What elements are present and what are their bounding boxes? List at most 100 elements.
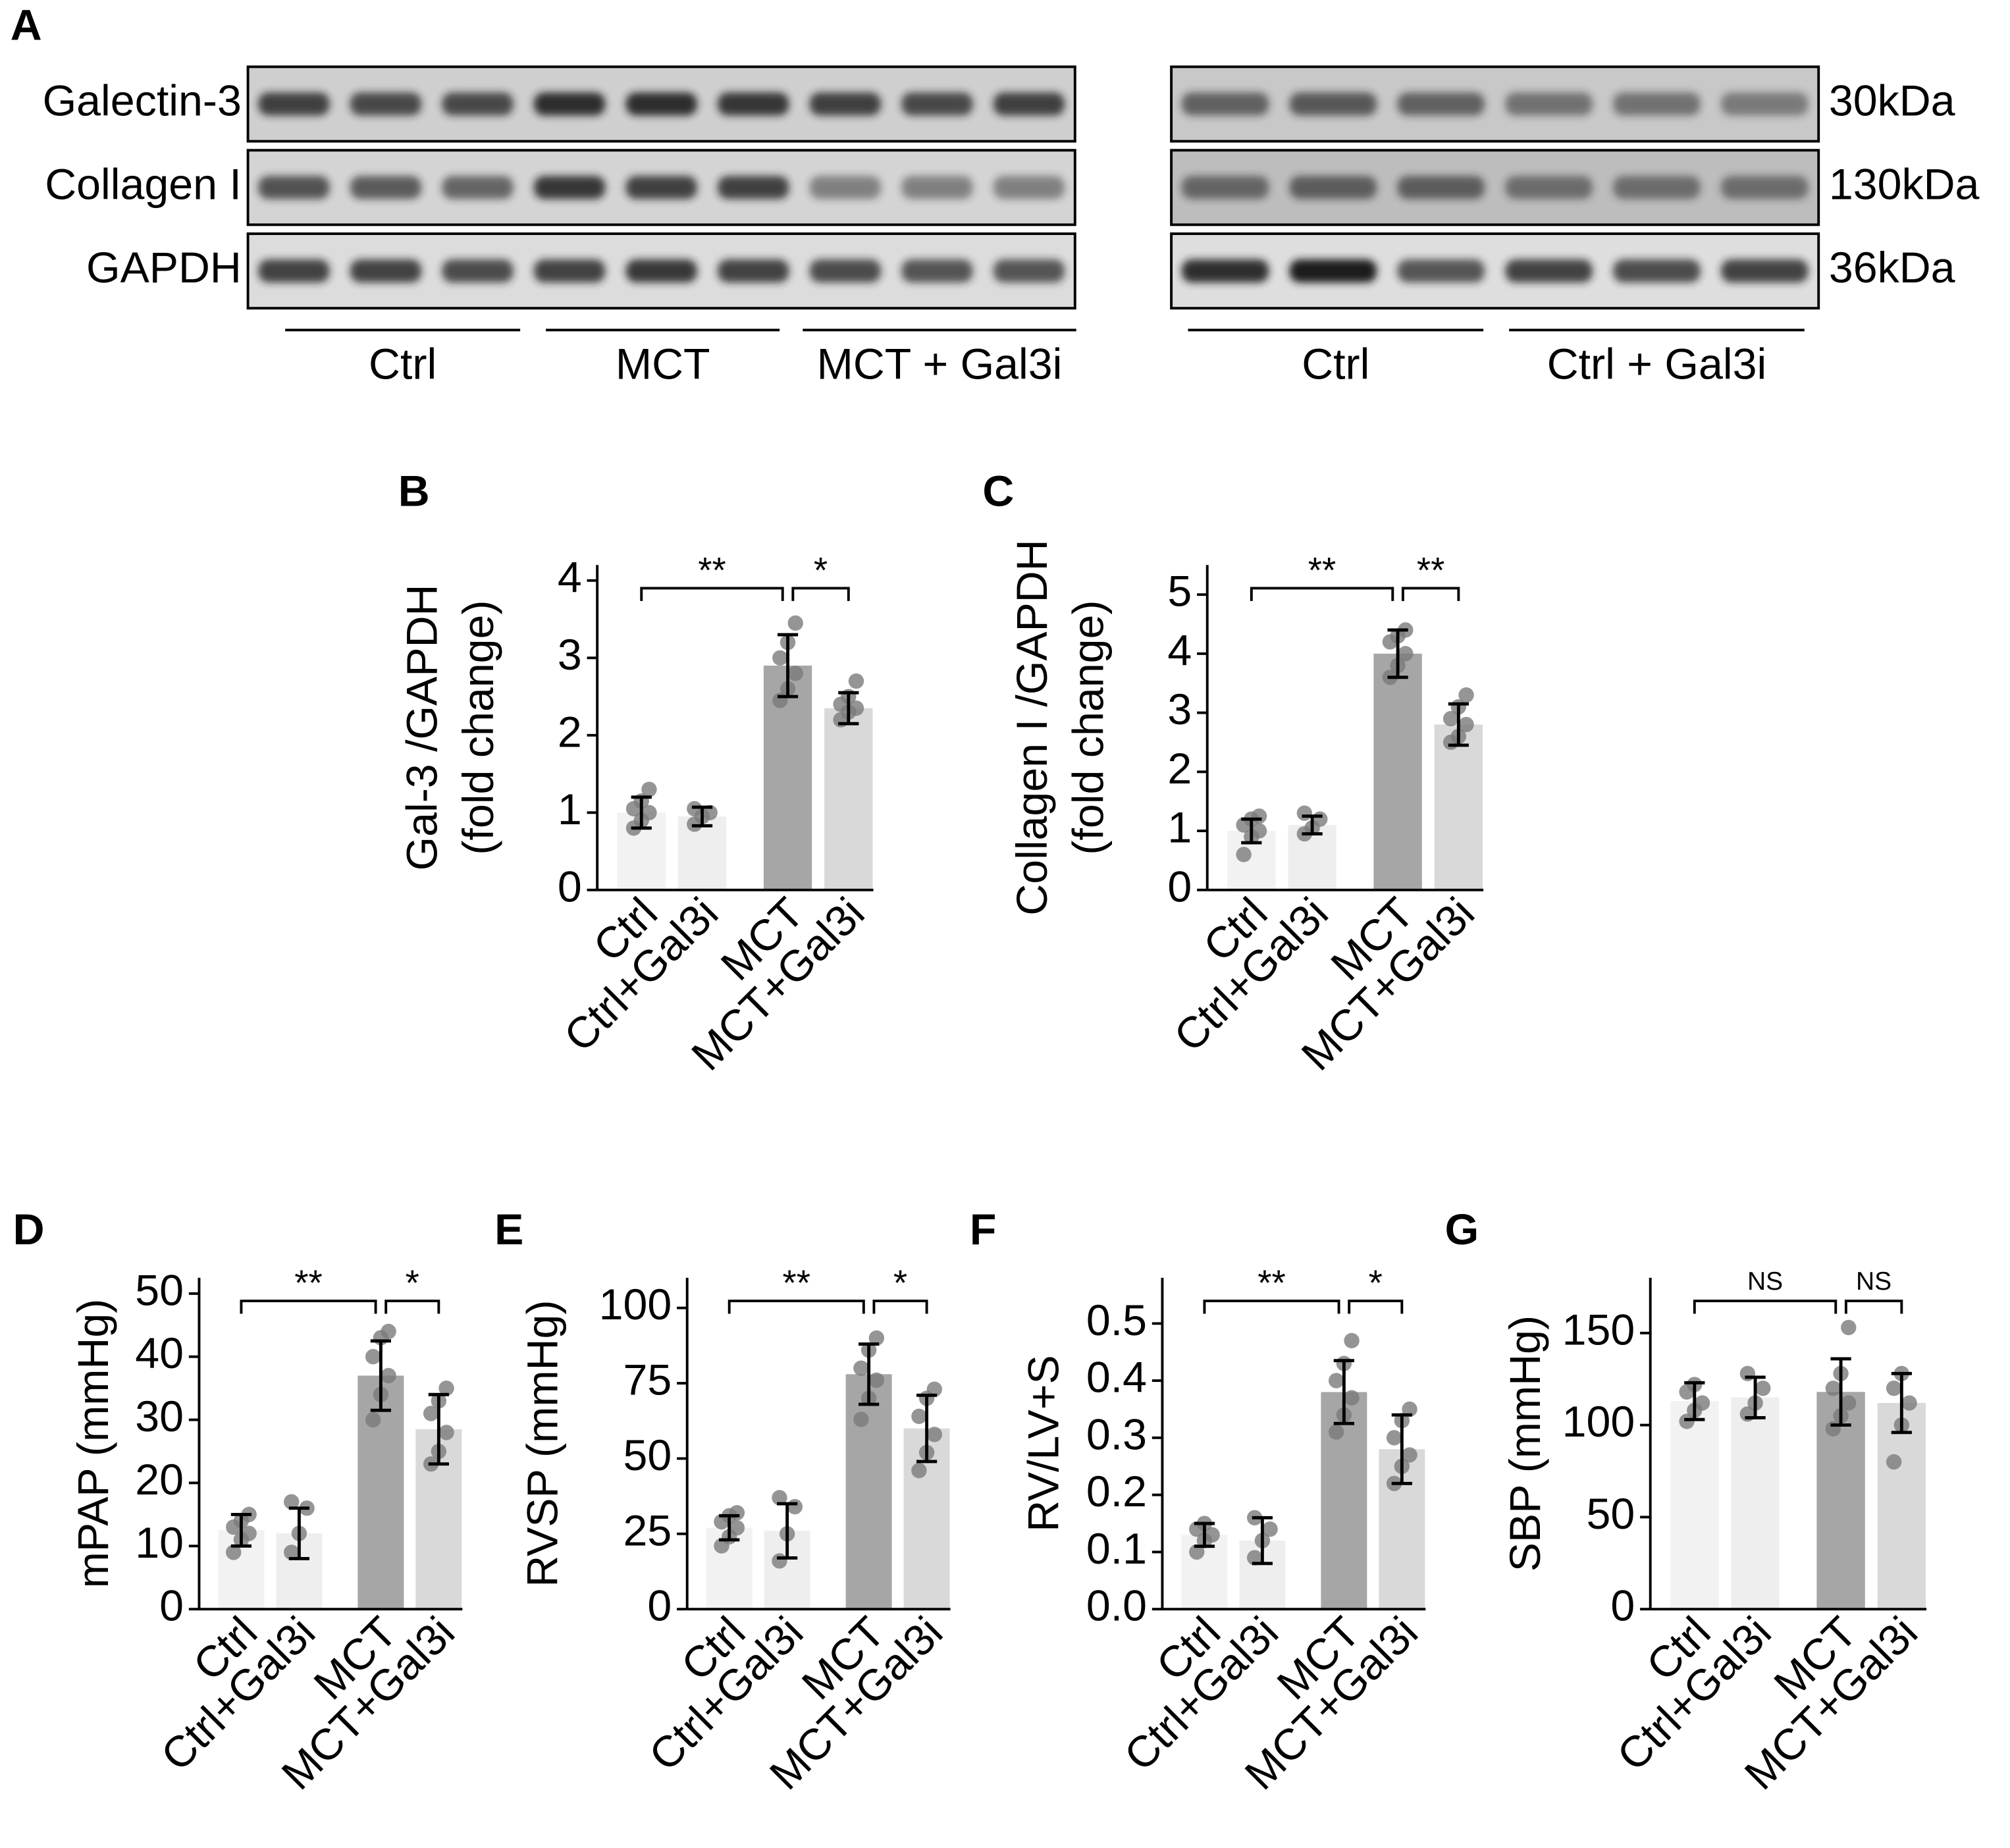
error-bar bbox=[631, 795, 652, 830]
bar bbox=[1816, 1392, 1865, 1610]
error-bar bbox=[1391, 1413, 1412, 1485]
data-point bbox=[1694, 1395, 1710, 1411]
significance-label: NS bbox=[1747, 1267, 1783, 1296]
blot-band bbox=[350, 176, 422, 199]
bar bbox=[1288, 825, 1336, 890]
error-bar bbox=[288, 1506, 310, 1560]
data-point bbox=[1679, 1413, 1695, 1429]
significance-label: ** bbox=[1257, 1263, 1286, 1303]
error-bar bbox=[1448, 702, 1469, 747]
significance-bracket bbox=[640, 587, 784, 601]
group-label: MCT bbox=[616, 340, 710, 388]
error-bar bbox=[719, 1514, 740, 1542]
panel-letter: G bbox=[1445, 1205, 1479, 1254]
blot-frame bbox=[246, 232, 1076, 310]
data-point bbox=[1841, 1395, 1857, 1411]
y-tick-label: 50 bbox=[135, 1266, 184, 1315]
y-tick-label: 2 bbox=[1167, 745, 1192, 793]
blot-background bbox=[1171, 66, 1819, 142]
bar bbox=[1321, 1392, 1367, 1610]
y-tick-label: 0.0 bbox=[1086, 1582, 1147, 1631]
bar bbox=[1670, 1401, 1719, 1610]
y-axis-label: SBP (mmHg) bbox=[1501, 1315, 1550, 1571]
blot-band bbox=[625, 92, 697, 116]
y-tick-label: 50 bbox=[623, 1431, 672, 1480]
data-point bbox=[1312, 811, 1328, 827]
data-point bbox=[1262, 1521, 1278, 1537]
y-axis-label: mPAP (mmHg) bbox=[69, 1299, 118, 1589]
data-point bbox=[1386, 1430, 1402, 1446]
data-point bbox=[1344, 1390, 1360, 1406]
blot-band bbox=[1505, 176, 1593, 199]
y-tick-label: 40 bbox=[135, 1329, 184, 1378]
error-bar bbox=[916, 1393, 938, 1464]
significance-bracket bbox=[384, 1300, 440, 1314]
error-bar bbox=[691, 805, 713, 828]
data-point bbox=[772, 1553, 787, 1569]
data-point bbox=[381, 1367, 396, 1384]
data-point bbox=[641, 805, 657, 821]
size-label: 30kDa bbox=[1829, 77, 1955, 126]
bar bbox=[845, 1374, 892, 1610]
significance-bracket bbox=[1250, 587, 1394, 601]
error-bar bbox=[859, 1342, 880, 1406]
y-tick-label: 0.4 bbox=[1086, 1354, 1147, 1402]
blot-background bbox=[1171, 150, 1819, 225]
data-point bbox=[868, 1330, 885, 1346]
data-point bbox=[772, 650, 788, 666]
data-point bbox=[365, 1412, 381, 1428]
bar bbox=[1373, 653, 1422, 890]
data-point bbox=[241, 1525, 257, 1541]
data-point bbox=[1402, 1447, 1417, 1463]
data-point bbox=[848, 673, 864, 689]
significance-bracket bbox=[1348, 1300, 1404, 1314]
size-label: 36kDa bbox=[1829, 244, 1955, 292]
blot-band bbox=[809, 259, 882, 283]
blot-band bbox=[350, 259, 422, 283]
blot-band bbox=[901, 92, 973, 116]
blot-band bbox=[258, 259, 330, 283]
significance-label: * bbox=[1369, 1263, 1383, 1303]
blot-band bbox=[1505, 92, 1593, 116]
panel-letter: F bbox=[970, 1205, 997, 1254]
y-tick-label: 25 bbox=[623, 1506, 672, 1555]
data-point bbox=[641, 781, 657, 797]
blot-band bbox=[1289, 259, 1377, 283]
blot-band bbox=[718, 92, 789, 116]
data-point bbox=[1236, 847, 1252, 862]
y-tick-label: 10 bbox=[135, 1519, 184, 1568]
error-bar bbox=[1745, 1375, 1766, 1419]
blot-band bbox=[1289, 92, 1377, 116]
y-tick-label: 0 bbox=[647, 1582, 672, 1631]
data-point bbox=[911, 1463, 927, 1479]
blot-frame bbox=[246, 65, 1076, 143]
data-point bbox=[787, 1498, 803, 1515]
y-axis-label: (fold change) bbox=[1065, 600, 1113, 855]
significance-label: NS bbox=[1856, 1267, 1891, 1296]
significance-label: * bbox=[406, 1263, 419, 1303]
data-point bbox=[1189, 1544, 1205, 1560]
data-point bbox=[1402, 1401, 1417, 1417]
data-point bbox=[853, 1360, 869, 1376]
blot-band bbox=[1397, 259, 1485, 283]
data-point bbox=[1886, 1454, 1902, 1470]
blot-band bbox=[1181, 176, 1269, 199]
blot-band bbox=[901, 176, 973, 199]
blot-band bbox=[1720, 176, 1809, 199]
data-point bbox=[911, 1408, 927, 1425]
data-point bbox=[1328, 1373, 1344, 1388]
blot-band bbox=[1289, 176, 1377, 199]
row-label: GAPDH bbox=[86, 244, 242, 292]
y-tick-label: 100 bbox=[599, 1280, 672, 1329]
blot-band bbox=[1613, 259, 1701, 283]
error-bar bbox=[1387, 628, 1408, 679]
blot-band bbox=[809, 92, 882, 116]
data-point bbox=[438, 1425, 454, 1440]
blot-band bbox=[1181, 259, 1269, 283]
y-tick-label: 3 bbox=[1167, 685, 1192, 734]
blot-band bbox=[1613, 92, 1701, 116]
y-tick-label: 0 bbox=[159, 1582, 184, 1631]
row-label: Collagen I bbox=[45, 160, 242, 209]
blot-band bbox=[258, 92, 330, 116]
